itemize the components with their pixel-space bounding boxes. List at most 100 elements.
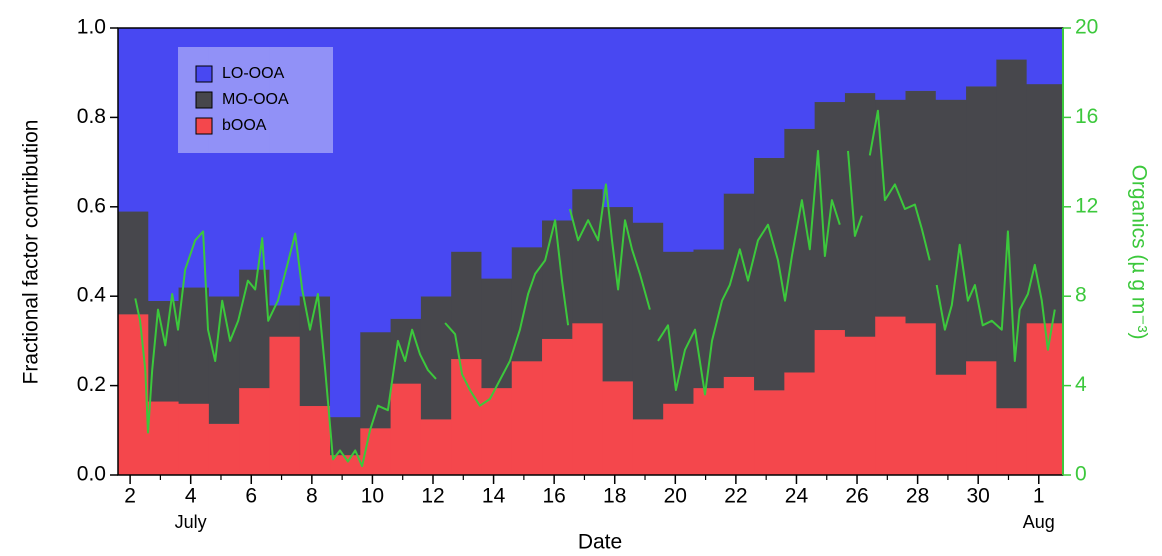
bar-segment — [420, 28, 452, 297]
bar-segment — [269, 336, 301, 476]
bar-segment — [844, 92, 876, 337]
bar-segment — [1026, 28, 1064, 85]
bar-segment — [148, 300, 180, 402]
bar-segment — [572, 28, 604, 190]
bar-segment — [814, 28, 846, 103]
bar-segment — [632, 419, 664, 476]
bar-segment — [451, 358, 483, 476]
bar-segment — [420, 419, 452, 476]
bar-segment — [542, 28, 573, 221]
x-tick-label: 10 — [361, 485, 384, 508]
legend-swatch — [195, 65, 213, 83]
legend-label: LO-OOA — [222, 65, 285, 82]
bar-segment — [602, 381, 634, 476]
bar-segment — [511, 28, 543, 248]
x-tick-label: 8 — [306, 485, 318, 508]
bar-segment — [754, 390, 785, 476]
x-tick-label: 18 — [603, 485, 626, 508]
legend-label: MO-OOA — [222, 91, 289, 108]
bar-segment — [996, 28, 1028, 60]
bar-segment — [239, 28, 271, 270]
bar-segment — [875, 28, 907, 100]
x-tick-label: 24 — [785, 485, 809, 508]
x-tick-label: 22 — [724, 485, 747, 508]
y-tick-label: 0.2 — [77, 373, 106, 396]
bar-segment — [330, 28, 361, 418]
x-tick-label: 6 — [245, 485, 257, 508]
bar-segment — [178, 403, 210, 476]
bar-segment — [481, 387, 513, 476]
y-tick-label: 1.0 — [77, 16, 106, 39]
bar-segment — [602, 28, 634, 208]
bar-segment — [481, 28, 513, 279]
y-tick-label: 0.6 — [77, 194, 106, 217]
bar-segment — [663, 403, 695, 476]
organics-line — [134, 109, 1056, 468]
bar-segment — [390, 383, 422, 476]
legend-swatch — [195, 117, 213, 135]
bar-segment — [996, 407, 1028, 476]
y-tick-label: 0.8 — [77, 105, 106, 128]
bar-segment — [754, 28, 785, 158]
bar-segment — [572, 188, 604, 324]
bar-segment — [118, 28, 149, 212]
bar-segment — [966, 361, 997, 476]
bar-segment — [935, 28, 967, 100]
y2-tick-label: 20 — [1075, 16, 1098, 39]
y2-axis-label: Organics (µ g m⁻³) — [1127, 165, 1150, 340]
bar-segment — [542, 338, 573, 476]
bar-segment — [481, 278, 513, 389]
bar-segment — [935, 374, 967, 476]
bar-segment — [875, 316, 907, 476]
bar-segment — [1026, 323, 1064, 476]
bar-segment — [784, 28, 816, 129]
bar-segment — [966, 28, 997, 87]
x-tick-label: 16 — [542, 485, 565, 508]
y-tick-label: 0.4 — [77, 284, 107, 307]
bar-segment — [663, 28, 695, 252]
bar-segment — [299, 405, 331, 476]
y-axis-label: Fractional factor contribution — [20, 120, 43, 385]
bar-segment — [723, 28, 755, 194]
bar-segment — [814, 329, 846, 476]
bar-segment — [118, 211, 149, 315]
bar-segment — [1026, 83, 1064, 324]
y2-tick-label: 0 — [1075, 463, 1087, 486]
bar-segment — [844, 336, 876, 476]
bar-segment — [330, 454, 361, 476]
bar-segment — [572, 323, 604, 476]
x-tick-label: 26 — [845, 485, 868, 508]
y2-tick-label: 16 — [1075, 105, 1098, 128]
bar-segment — [723, 376, 755, 476]
bar-segment — [148, 28, 180, 301]
bar-segment — [269, 305, 301, 337]
y-tick-label: 0.0 — [77, 463, 106, 486]
bar-segment — [784, 372, 816, 476]
x-tick-label: 28 — [906, 485, 929, 508]
bar-segment — [360, 28, 392, 333]
bar-segment — [420, 296, 452, 420]
bar-segment — [632, 222, 664, 420]
x-axis-label: Date — [578, 531, 622, 554]
bar-segment — [905, 28, 937, 91]
bar-segment — [390, 28, 422, 319]
legend: LO-OOA MO-OOA bOOA — [178, 47, 333, 153]
bar-segment — [511, 247, 543, 362]
bar-segment — [208, 423, 240, 476]
legend-swatch — [195, 91, 213, 109]
x-tick-label: 14 — [482, 485, 506, 508]
legend-label: bOOA — [222, 117, 267, 134]
bar-segment — [784, 128, 816, 373]
bar-segment — [299, 296, 331, 407]
y2-tick-label: 4 — [1075, 373, 1087, 396]
x-tick-label: 12 — [421, 485, 444, 508]
bar-segment — [269, 28, 301, 306]
bar-segment — [905, 323, 937, 476]
bar-segment — [693, 28, 725, 250]
bar-segment — [118, 314, 149, 476]
month-label: Aug — [1023, 512, 1055, 532]
x-tick-label: 30 — [967, 485, 990, 508]
y2-tick-label: 8 — [1075, 284, 1087, 307]
bar-segment — [723, 193, 755, 377]
